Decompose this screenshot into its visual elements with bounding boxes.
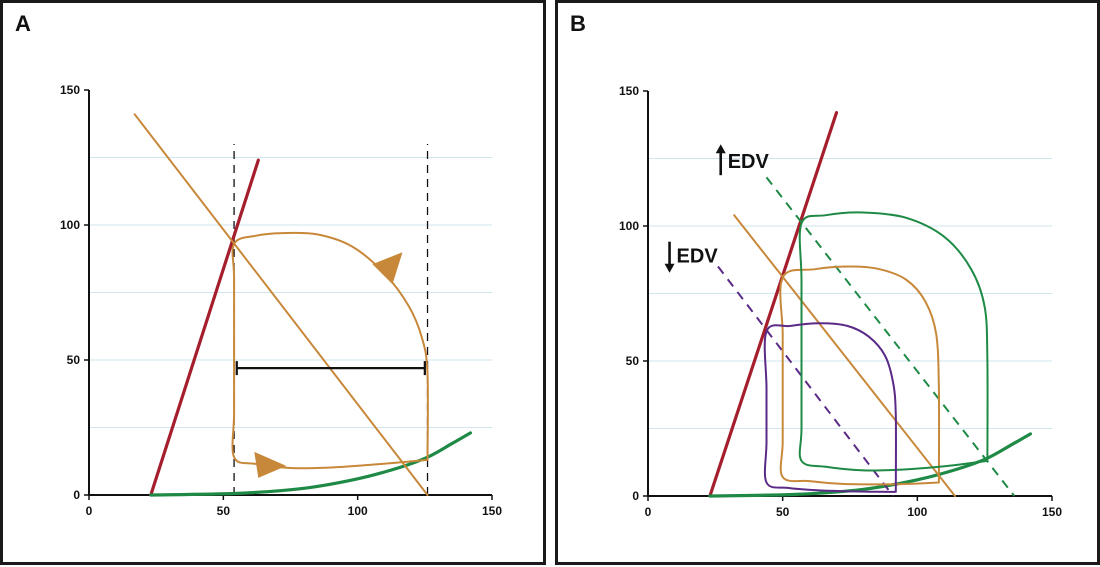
y-tick-label: 0: [632, 489, 639, 503]
series-loop-baseline: [779, 265, 941, 486]
x-tick-label: 50: [776, 505, 790, 519]
panel-a-label: A: [15, 11, 31, 36]
series-ea-baseline: [733, 214, 956, 497]
x-tick-label: 50: [217, 504, 231, 518]
y-tick-label: 100: [619, 219, 639, 233]
increased-edv-annotation: EDV: [715, 144, 770, 176]
y-tick-label: 50: [626, 354, 640, 368]
plot-a: 00 50 50 100 100 150 150: [60, 83, 502, 518]
edv-label: EDV: [728, 151, 770, 173]
x-tick-label: 100: [907, 505, 927, 519]
y-tick-label: 150: [60, 83, 80, 97]
down-arrow-head-icon: [664, 263, 675, 273]
edv-label: EDV: [677, 246, 719, 268]
y-tick-label: 0: [73, 488, 80, 502]
plot-b: 00 50 50 100 100 150 150 EDV EDV: [619, 84, 1062, 519]
x-tick-label: 100: [348, 504, 368, 518]
x-tick-label: 0: [645, 505, 652, 519]
series-edpvr: [708, 432, 1033, 498]
series-espvr: [149, 158, 260, 497]
panel-b: B 0 0 50 50 100 100 150 150 EDV EDV: [555, 0, 1100, 565]
series-loop-increased: [798, 211, 989, 472]
loop-direction-arrow: [254, 451, 287, 478]
decreased-edv-annotation: EDV: [664, 241, 719, 273]
x-tick-label: 0: [86, 504, 93, 518]
panel-a: A 0 0 50 50 100 100 150 150: [0, 0, 546, 565]
loop-direction-arrow: [372, 252, 403, 285]
stroke-volume-bar: [235, 361, 426, 376]
series-ea-increased: [765, 176, 1016, 497]
x-tick-label: 150: [482, 504, 502, 518]
series-espvr: [708, 111, 839, 498]
series-edpvr: [149, 431, 473, 497]
up-arrow-head-icon: [715, 144, 726, 154]
y-tick-label: 50: [67, 353, 81, 367]
y-tick-label: 150: [619, 84, 639, 98]
x-tick-label: 150: [1042, 505, 1062, 519]
y-tick-label: 100: [60, 218, 80, 232]
panel-b-label: B: [570, 11, 586, 36]
series-pv-loop: [231, 231, 429, 470]
series-ea-decreased: [717, 265, 894, 497]
series-ea: [133, 113, 429, 496]
series-loop-decreased: [763, 322, 897, 493]
